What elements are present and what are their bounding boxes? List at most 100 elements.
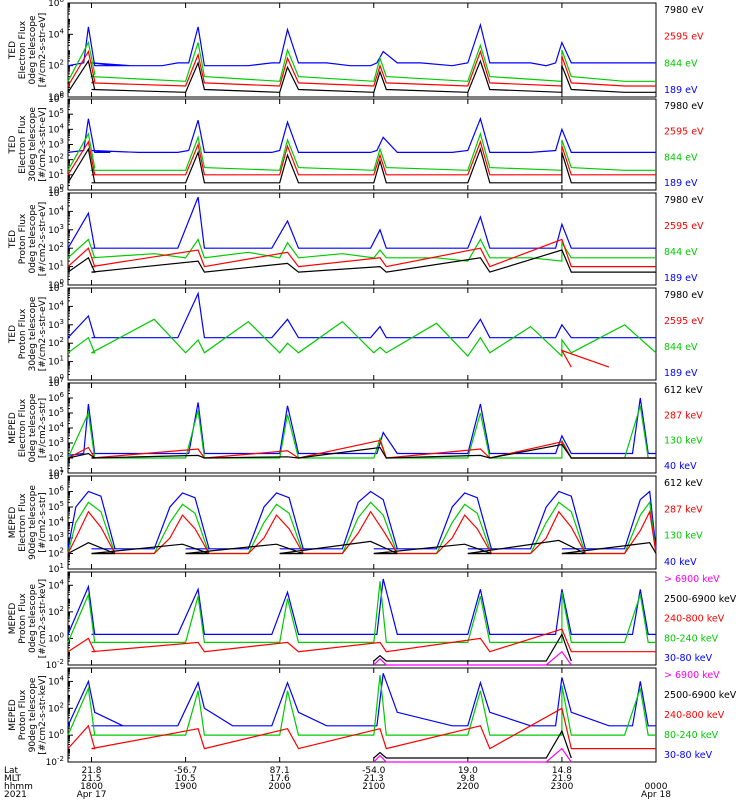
legend-entry: 287 keV [664, 504, 703, 515]
legend-entry: 844 eV [664, 342, 698, 353]
legend-entry: 240-800 keV [664, 710, 725, 721]
legend-entry: 130 keV [664, 531, 703, 542]
y-axis-label-line: [#/cm2-s-str] [38, 398, 48, 458]
x-tick-label: 2200 [456, 782, 479, 792]
y-axis-label-line: Proton Flux [18, 689, 28, 740]
x-row-label: MLT [4, 774, 22, 784]
series-line-2595-ev [67, 238, 656, 268]
y-axis-label: MEPEDProton Flux0deg telescope[#/cm2-s-s… [8, 579, 48, 658]
y-tick-label: 103 [48, 318, 64, 331]
y-tick-label: 101 [48, 562, 64, 575]
legend-entry: 30-80 keV [664, 750, 713, 761]
y-tick-label: 105 [48, 500, 64, 513]
y-axis-label: TEDElectron Flux30deg telescope[#/cm2-s-… [8, 107, 48, 182]
legend-entry: 80-240 keV [664, 730, 719, 741]
legend-entry: 130 keV [664, 436, 703, 447]
x-tick-label: 87.1 [270, 766, 290, 776]
legend-entry: 844 eV [664, 58, 698, 69]
series-line-189-ev [67, 291, 656, 339]
y-tick-exponent: 1 [60, 260, 64, 268]
y-axis-label-line: Electron Flux [18, 20, 28, 79]
series-line-30-80-kev [67, 578, 656, 636]
y-tick-label: 104 [48, 578, 64, 591]
panel-frame [67, 2, 657, 98]
y-tick-label: 104 [48, 122, 64, 135]
y-axis-label: TEDProton Flux30deg telescope[#/cm2-s-st… [8, 296, 48, 371]
y-tick-label: 102 [48, 547, 64, 560]
series-line-844-ev [67, 40, 656, 82]
y-tick-exponent: 5 [60, 107, 64, 115]
x-tick-label: 1900 [174, 782, 197, 792]
series-line--6900-kev [373, 747, 572, 763]
legend-entry: 2595 eV [664, 127, 704, 138]
y-tick-exponent: 2 [60, 241, 64, 249]
y-axis-label-line: MEPED [8, 412, 18, 444]
y-tick-label: 102 [48, 451, 64, 464]
y-tick-label: 102 [48, 336, 64, 349]
y-tick-exponent: 0 [60, 631, 64, 639]
y-axis-label-line: [#/cm2-s-str-eV] [38, 107, 48, 182]
legend-entry: > 6900 keV [664, 574, 720, 585]
y-tick-exponent: 3 [60, 436, 64, 444]
x-tick-label: 21.9 [552, 774, 572, 784]
y-tick-exponent: 1 [60, 168, 64, 176]
y-tick-exponent: 2 [60, 701, 64, 709]
x-row-label: hhmm [4, 782, 33, 792]
y-tick-exponent: 4 [60, 421, 65, 429]
series-line-189-ev [67, 196, 656, 249]
y-tick-label: 10-2 [46, 658, 64, 671]
series-line-189-ev [67, 116, 656, 153]
y-tick-label: 101 [48, 355, 64, 368]
y-axis-label-line: 30deg telescope [28, 107, 38, 182]
y-tick-exponent: 4 [60, 299, 65, 307]
y-tick-exponent: 2 [60, 59, 64, 67]
x-tick-label: 21.5 [81, 774, 101, 784]
y-axis-label: MEPEDElectron Flux90deg telescope[#/cm2-… [8, 485, 48, 560]
y-axis-label-line: TED [8, 135, 18, 154]
y-tick-label: 101 [48, 260, 64, 273]
y-tick-label: 102 [48, 605, 64, 618]
y-tick-exponent: 7 [60, 376, 64, 384]
legend-entry: 7980 eV [664, 195, 704, 206]
y-tick-exponent: 4 [60, 516, 65, 524]
y-axis-label-line: Electron Flux [18, 493, 28, 552]
x-tick-label: 1800 [80, 782, 103, 792]
y-tick-exponent: 5 [60, 186, 64, 194]
legend-entry: > 6900 keV [664, 670, 720, 681]
series-line-612-kev [67, 539, 657, 555]
y-axis-label-line: 0deg telescope [28, 393, 38, 463]
legend-entry: 612 keV [664, 385, 703, 396]
y-tick-label: 105 [48, 107, 64, 120]
legend-entry: 40 keV [664, 557, 697, 568]
y-axis-label-line: TED [8, 230, 18, 249]
legend-entry: 844 eV [664, 152, 698, 163]
y-axis-label-line: TED [8, 325, 18, 344]
y-tick-exponent: 3 [60, 223, 64, 231]
y-axis-label-line: [#/cm2-s-str-eV] [38, 202, 48, 277]
x-tick-label: -56.7 [174, 766, 197, 776]
y-tick-label: 102 [48, 59, 64, 72]
y-axis-label-line: 0deg telescope [28, 15, 38, 85]
y-tick-exponent: 2 [60, 605, 64, 613]
series-line-844-ev [67, 238, 656, 262]
legend-entry: 287 keV [664, 410, 703, 421]
y-tick-exponent: 5 [60, 500, 64, 508]
series-line--6900-kev [373, 650, 572, 666]
y-tick-exponent: 7 [60, 469, 64, 477]
x-tick-label: Apr 18 [641, 790, 671, 800]
y-axis-label-line: MEPED [8, 603, 18, 635]
series-line-30-80-kev [67, 673, 656, 727]
y-axis-label-line: 90deg telescope [28, 677, 38, 752]
legend-entry: 2500-6900 keV [664, 690, 737, 701]
y-tick-exponent: 1 [60, 562, 64, 570]
y-tick-exponent: 0 [60, 373, 64, 381]
y-tick-exponent: 2 [60, 547, 64, 555]
y-axis-label-line: 90deg telescope [28, 485, 38, 560]
y-axis-label-line: 0deg telescope [28, 584, 38, 654]
series-line-130-kev [67, 500, 657, 555]
y-tick-exponent: 0 [60, 90, 64, 98]
series-line-240-800-kev [67, 628, 656, 653]
